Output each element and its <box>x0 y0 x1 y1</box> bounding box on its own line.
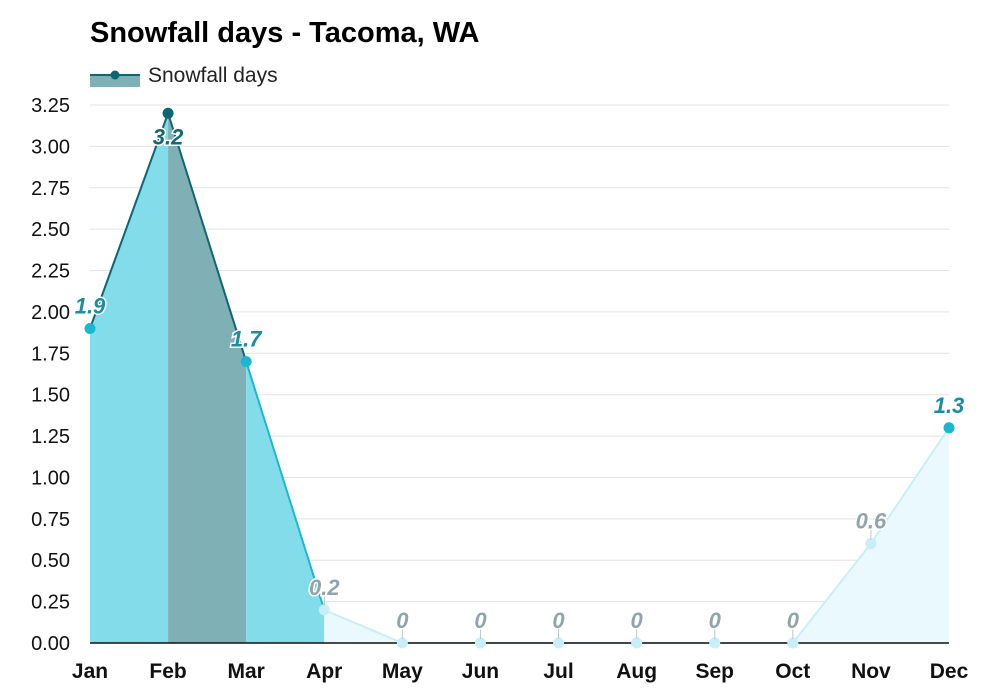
data-label-apr: 0.2 <box>309 575 340 600</box>
x-tick-label-apr: Apr <box>306 660 342 683</box>
x-tick-label-oct: Oct <box>775 660 810 683</box>
y-tick-label: 2.25 <box>31 261 70 283</box>
legend-label: Snowfall days <box>148 64 278 87</box>
x-tick-label-jun: Jun <box>462 660 499 683</box>
x-axis-tick-labels: Jan Feb Mar Apr May Jun Jul Aug Sep Oct Nov Dec <box>72 660 969 683</box>
data-label-jul: 0 <box>552 608 565 633</box>
data-label-jan: 1.9 <box>75 293 106 318</box>
data-label-nov: 0.6 <box>856 509 887 534</box>
data-label-mar: 1.7 <box>231 327 263 352</box>
data-label-jun: 0 <box>474 608 487 633</box>
y-tick-label: 1.00 <box>31 467 70 489</box>
data-point-jan <box>84 322 96 334</box>
line-segment-jan <box>89 112 170 329</box>
x-tick-label-nov: Nov <box>851 660 891 683</box>
area-segment-feb <box>168 113 247 644</box>
line-segment-feb <box>167 112 248 362</box>
area-segment-jan <box>90 113 169 644</box>
x-tick-label-jul: Jul <box>543 660 573 683</box>
line-segment-oct <box>792 543 872 644</box>
y-tick-label: 2.00 <box>31 302 70 324</box>
x-tick-label-may: May <box>382 660 423 683</box>
legend-swatch <box>90 75 140 87</box>
data-point-jun <box>474 637 486 649</box>
data-point-aug <box>631 637 643 649</box>
chart-title: Snowfall days - Tacoma, WA <box>90 17 479 49</box>
data-label-feb: 3.2 <box>153 124 184 149</box>
y-tick-label: 0.00 <box>31 633 70 655</box>
data-points <box>84 107 955 649</box>
y-tick-label: 0.25 <box>31 592 70 614</box>
y-tick-label: 3.25 <box>31 95 70 117</box>
data-label-dec: 1.3 <box>934 393 965 418</box>
data-point-oct <box>787 637 799 649</box>
area-segment-mar <box>246 361 325 643</box>
x-tick-label-sep: Sep <box>695 660 734 683</box>
data-point-apr <box>318 604 330 616</box>
y-tick-label: 2.75 <box>31 178 70 200</box>
line-segment-apr <box>323 608 403 644</box>
y-tick-label: 1.50 <box>31 385 70 407</box>
data-label-aug: 0 <box>631 608 644 633</box>
data-point-nov <box>865 538 877 550</box>
x-tick-label-dec: Dec <box>930 660 969 683</box>
x-tick-label-feb: Feb <box>149 660 186 683</box>
data-point-jul <box>553 637 565 649</box>
data-label-may: 0 <box>396 608 409 633</box>
y-tick-label: 3.00 <box>31 136 70 158</box>
x-tick-label-mar: Mar <box>228 660 265 683</box>
area-fills <box>90 113 949 644</box>
area-segment-nov <box>870 427 949 643</box>
y-tick-label: 0.50 <box>31 550 70 572</box>
data-point-feb <box>162 107 174 119</box>
data-point-may <box>396 637 408 649</box>
x-tick-label-aug: Aug <box>616 660 657 683</box>
grid <box>90 104 949 644</box>
legend-marker <box>110 70 120 80</box>
line-segment-nov <box>870 427 950 545</box>
y-tick-label: 2.50 <box>31 219 70 241</box>
y-axis-tick-labels: 0.00 0.25 0.50 0.75 1.00 1.25 1.50 1.75 2.00 2.25… <box>31 95 70 655</box>
data-label-oct: 0 <box>787 608 800 633</box>
data-point-dec <box>943 422 955 434</box>
data-label-sep: 0 <box>709 608 722 633</box>
y-tick-label: 1.75 <box>31 343 70 365</box>
data-labels: 1.9 3.2 1.7 0.2 0 0 0 0 0 0 0.6 1.3 <box>73 123 966 639</box>
y-tick-label: 1.25 <box>31 426 70 448</box>
legend: Snowfall days <box>90 64 278 87</box>
y-tick-label: 0.75 <box>31 509 70 531</box>
data-point-sep <box>709 637 721 649</box>
x-tick-label-jan: Jan <box>72 660 108 683</box>
data-point-mar <box>240 356 252 368</box>
line-segment-mar <box>245 361 326 611</box>
